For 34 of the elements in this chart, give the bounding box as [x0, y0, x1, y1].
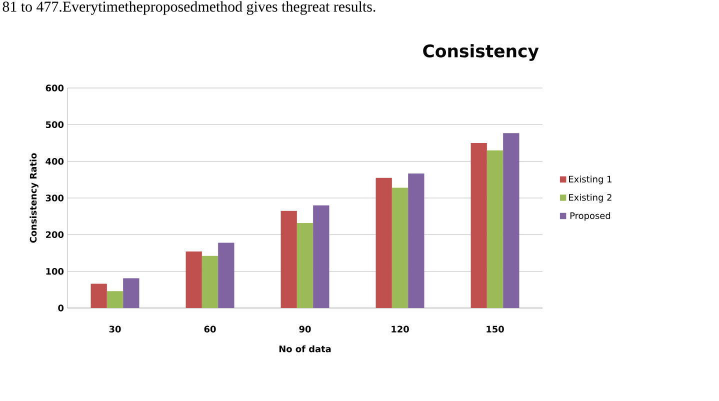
x-tick-label: 90: [299, 326, 311, 333]
bar: [280, 210, 297, 308]
y-tick-label: 300: [46, 194, 64, 202]
bar: [392, 188, 408, 308]
y-tick-label: 600: [46, 84, 64, 92]
x-axis-title: No of data: [279, 345, 331, 352]
y-tick-label: 200: [46, 231, 64, 238]
bar: [106, 291, 124, 308]
bar: [90, 284, 107, 308]
legend-label: Existing 1: [569, 176, 612, 184]
bar: [186, 252, 202, 308]
text: 81 to 477.Everytimetheproposedmethod gives thegreat results.: [2, 1, 376, 15]
y-tick-label: 0: [58, 304, 64, 312]
y-tick-label: 400: [46, 158, 64, 165]
y-axis-title: Consistency Ratio: [30, 153, 38, 243]
bar: [408, 173, 424, 308]
x-tick-label: 120: [392, 326, 409, 333]
bar: [123, 278, 140, 308]
x-tick-label: 60: [204, 326, 216, 333]
bar: [218, 242, 234, 308]
legend-label: Existing 2: [569, 194, 612, 203]
x-tick-label: 150: [486, 326, 504, 333]
chart-title: Consistency: [423, 44, 539, 61]
bar: [202, 256, 218, 308]
y-tick-label: 100: [46, 268, 64, 275]
bar: [313, 205, 330, 308]
legend-label: Proposed: [570, 212, 610, 221]
bar: [486, 150, 504, 308]
bar: [470, 143, 487, 308]
bar: [296, 222, 314, 308]
x-tick-label: 30: [109, 326, 121, 333]
bar: [503, 133, 520, 308]
y-tick-label: 500: [46, 121, 64, 128]
bar: [376, 178, 392, 308]
